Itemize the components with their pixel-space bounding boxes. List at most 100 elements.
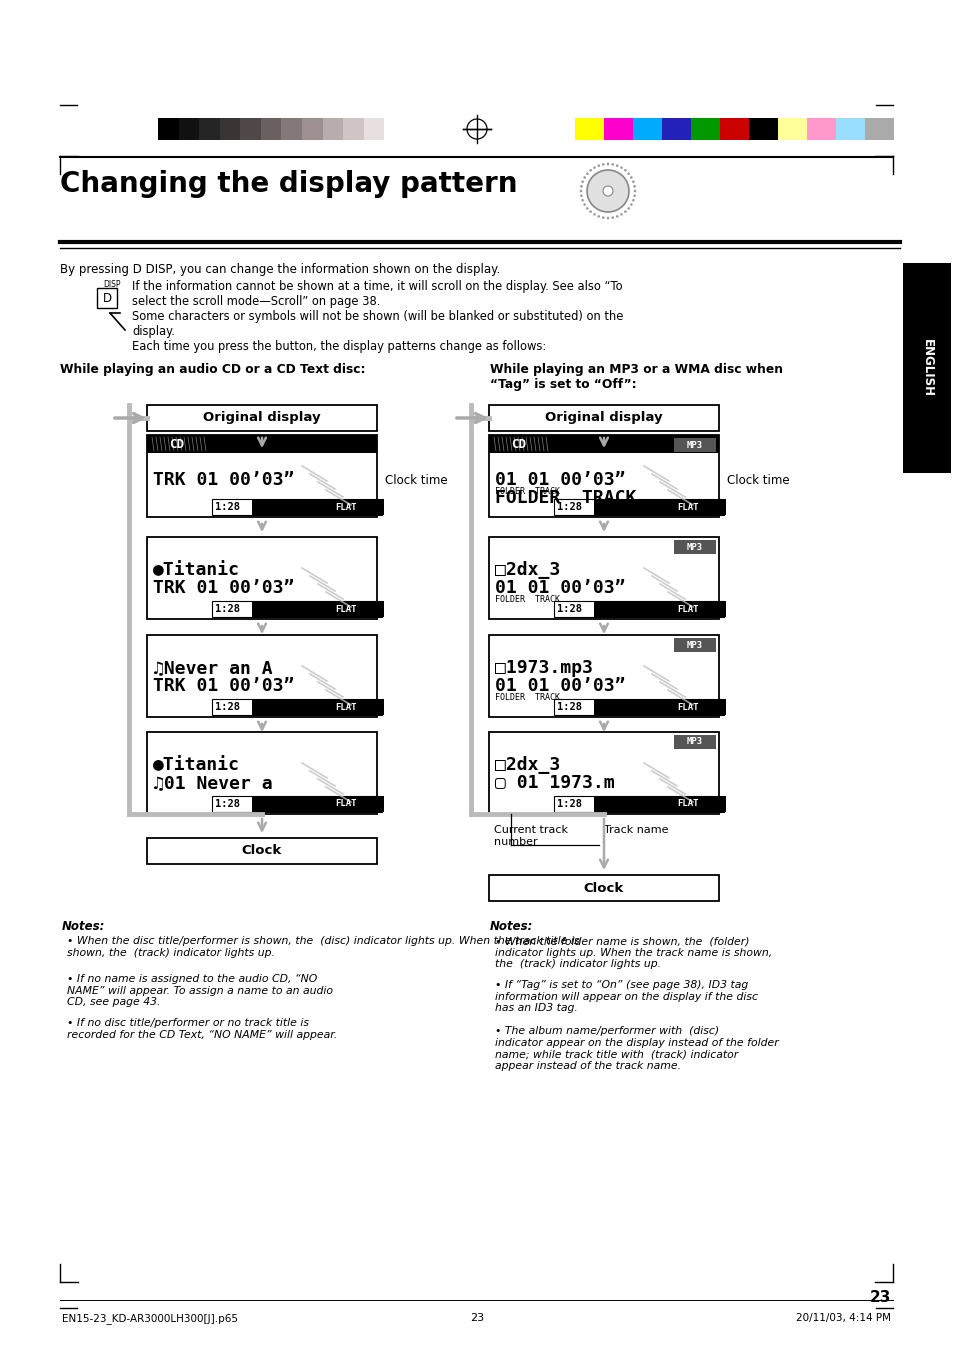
Circle shape [582,176,585,178]
Bar [147,536,376,619]
Bar [673,438,716,453]
Circle shape [589,211,591,213]
Bar [147,435,376,453]
Text: FOLDER  TRACK: FOLDER TRACK [495,693,559,703]
Bar [690,118,720,141]
Circle shape [597,165,599,168]
Bar [489,435,719,517]
Text: FOLDER  TRACK: FOLDER TRACK [495,486,559,496]
Text: FOLDER  TRACK: FOLDER TRACK [495,489,636,507]
Circle shape [629,203,632,205]
Bar [302,118,322,141]
Text: FLAT: FLAT [677,800,699,808]
Circle shape [606,162,609,165]
Bar [835,118,864,141]
Text: ♫Never an A: ♫Never an A [152,659,273,677]
Bar [240,118,260,141]
Bar [489,732,719,815]
Text: FLAT: FLAT [335,604,356,613]
Bar [673,638,716,653]
Text: FLAT: FLAT [335,703,356,712]
Bar [594,698,725,715]
Circle shape [586,170,628,212]
Text: FLAT: FLAT [677,503,699,512]
Text: number: number [494,838,537,847]
Text: 01 01 00’03”: 01 01 00’03” [495,471,625,489]
Bar [673,735,716,748]
Text: D: D [102,292,112,304]
Circle shape [593,166,596,169]
Text: • When the disc title/performer is shown, the  (disc) indicator lights up. When : • When the disc title/performer is shown… [67,936,578,958]
Circle shape [597,215,599,218]
Bar [489,405,719,431]
Bar [720,118,748,141]
Bar [147,732,376,815]
Text: MP3: MP3 [686,440,702,450]
Bar [661,118,690,141]
Bar [575,118,603,141]
Circle shape [602,186,613,196]
Bar [806,118,835,141]
Circle shape [633,185,636,188]
Bar [778,118,806,141]
Bar [322,118,343,141]
Text: Some characters or symbols will not be shown (will be blanked or substituted) on: Some characters or symbols will not be s… [132,309,622,338]
Text: 01 01 00’03”: 01 01 00’03” [495,677,625,694]
Bar [343,118,363,141]
Circle shape [632,199,634,201]
Text: FLAT: FLAT [677,604,699,613]
Text: FLAT: FLAT [677,703,699,712]
Circle shape [580,199,583,201]
Text: ENGLISH: ENGLISH [920,339,933,397]
Circle shape [582,203,585,205]
Text: • When the folder name is shown, the  (folder)
indicator lights up. When the tra: • When the folder name is shown, the (fo… [495,936,771,969]
Bar [554,499,723,515]
Text: Original display: Original display [203,412,320,424]
Circle shape [606,216,609,219]
Text: FLAT: FLAT [335,503,356,512]
Bar [489,875,719,901]
Bar [281,118,302,141]
Circle shape [629,176,632,178]
Text: By pressing D DISP, you can change the information shown on the display.: By pressing D DISP, you can change the i… [60,263,499,276]
Text: Notes:: Notes: [62,920,105,934]
Bar [594,499,725,515]
Text: FOLDER  TRACK: FOLDER TRACK [495,594,559,604]
Text: Clock: Clock [583,881,623,894]
Bar [554,698,723,715]
Text: 1:28: 1:28 [557,798,581,809]
Text: 1:28: 1:28 [214,798,240,809]
Bar [252,601,384,617]
Text: Current track: Current track [494,825,567,835]
Bar [219,118,240,141]
Text: CD: CD [170,438,184,450]
Circle shape [627,207,629,209]
Bar [178,118,199,141]
Text: ♫01 Never a: ♫01 Never a [152,774,273,792]
Circle shape [585,207,588,209]
Bar [384,118,405,141]
Text: 1:28: 1:28 [214,703,240,712]
Text: ▢ 01 1973.m: ▢ 01 1973.m [495,774,614,792]
Bar [363,118,384,141]
Text: TRK 01 00’03”: TRK 01 00’03” [152,677,294,694]
Bar [97,288,117,308]
Circle shape [616,215,618,218]
Circle shape [611,163,614,166]
Bar [489,635,719,717]
Bar [603,118,633,141]
Bar [594,601,725,617]
Circle shape [601,163,604,166]
Circle shape [623,211,626,213]
Circle shape [579,189,581,192]
Bar [252,796,384,812]
Circle shape [616,165,618,168]
Bar [489,536,719,619]
Text: Notes:: Notes: [490,920,533,934]
Circle shape [611,216,614,219]
Bar [673,540,716,554]
Text: □2dx_3: □2dx_3 [495,757,559,774]
Text: • If no name is assigned to the audio CD, “NO
NAME” will appear. To assign a nam: • If no name is assigned to the audio CD… [67,974,333,1008]
Circle shape [580,181,583,184]
Text: Clock time: Clock time [726,474,789,488]
